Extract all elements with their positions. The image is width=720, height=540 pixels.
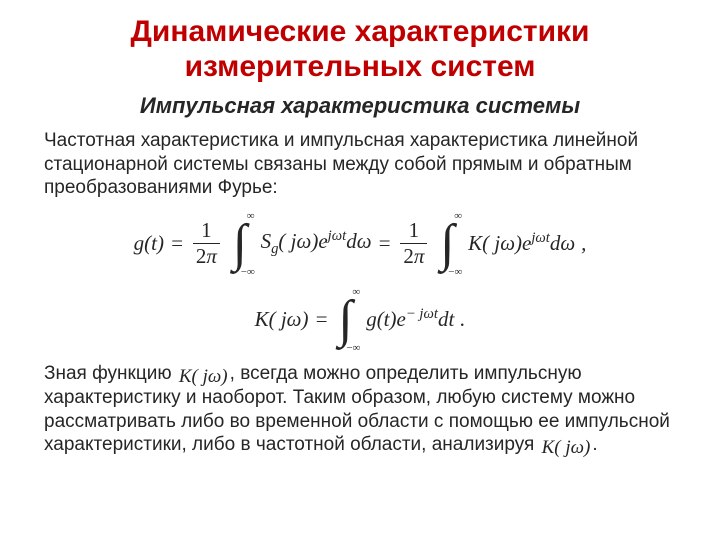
f1-S-arg: ( jω) bbox=[278, 229, 318, 253]
int-upper: ∞ bbox=[247, 210, 255, 222]
slide: Динамические характеристики измерительны… bbox=[0, 0, 720, 540]
formula-2: K( jω) = ∞ ∫ −∞ g(t)e− jωtdt . bbox=[44, 290, 676, 348]
slide-subtitle: Импульсная характеристика системы bbox=[44, 93, 676, 119]
f1-term2: K( jω)ejωtdω bbox=[468, 230, 575, 256]
f1-e-a: e bbox=[318, 229, 327, 253]
int-lower-b: −∞ bbox=[448, 266, 462, 278]
f2-int-upper: ∞ bbox=[352, 286, 360, 298]
f1-int-a: ∞ ∫ −∞ bbox=[233, 214, 253, 272]
f2-exp: − jωt bbox=[406, 306, 438, 322]
f1-term1: Sg( jω)ejωtdω bbox=[261, 228, 372, 258]
f1-trailing: , bbox=[581, 231, 586, 256]
f2-e: e bbox=[397, 307, 406, 331]
f1-frac-b: 1 2π bbox=[400, 218, 427, 269]
eq-sign: = bbox=[170, 231, 184, 256]
eq-sign-3: = bbox=[314, 307, 328, 332]
f1-frac-a: 1 2π bbox=[193, 218, 220, 269]
p2-part-c: . bbox=[592, 434, 597, 455]
f2-dt: dt bbox=[438, 307, 454, 331]
formula-1: g(t) = 1 2π ∞ ∫ −∞ Sg( jω)ejωtdω = 1 2π … bbox=[44, 214, 676, 272]
eq-sign-2: = bbox=[377, 231, 391, 256]
paragraph-2: Зная функцию K( jω), всегда можно опреде… bbox=[44, 362, 676, 457]
f1-dw-b: dω bbox=[550, 231, 575, 255]
inline-math-1: K( jω) bbox=[177, 366, 230, 387]
slide-title: Динамические характеристики измерительны… bbox=[44, 14, 676, 85]
f2-lhs: K( jω) bbox=[255, 307, 309, 332]
f2-g: g(t) bbox=[366, 307, 396, 331]
f1-frac-a-num: 1 bbox=[193, 218, 220, 243]
f1-K: K( jω) bbox=[468, 231, 522, 255]
p2-part-a: Зная функцию bbox=[44, 363, 177, 384]
f2-int-lower: −∞ bbox=[346, 342, 360, 354]
inline-math-2: K( jω) bbox=[540, 437, 593, 458]
f1-frac-b-den: 2π bbox=[400, 243, 427, 269]
int-upper-b: ∞ bbox=[454, 210, 462, 222]
f2-trailing: . bbox=[460, 307, 465, 332]
f1-S: S bbox=[261, 229, 272, 253]
f1-exp-b: jωt bbox=[531, 230, 550, 246]
int-lower: −∞ bbox=[241, 266, 255, 278]
f1-frac-a-den: 2π bbox=[193, 243, 220, 269]
f1-frac-b-num: 1 bbox=[400, 218, 427, 243]
f2-int: ∞ ∫ −∞ bbox=[338, 290, 358, 348]
paragraph-1: Частотная характеристика и импульсная ха… bbox=[44, 129, 676, 200]
f1-int-b: ∞ ∫ −∞ bbox=[440, 214, 460, 272]
f1-exp-a: jωt bbox=[328, 228, 347, 244]
f1-dw-a: dω bbox=[346, 229, 371, 253]
f1-e-b: e bbox=[522, 231, 531, 255]
f1-lhs: g(t) bbox=[134, 231, 164, 256]
f2-term: g(t)e− jωtdt bbox=[366, 306, 454, 332]
